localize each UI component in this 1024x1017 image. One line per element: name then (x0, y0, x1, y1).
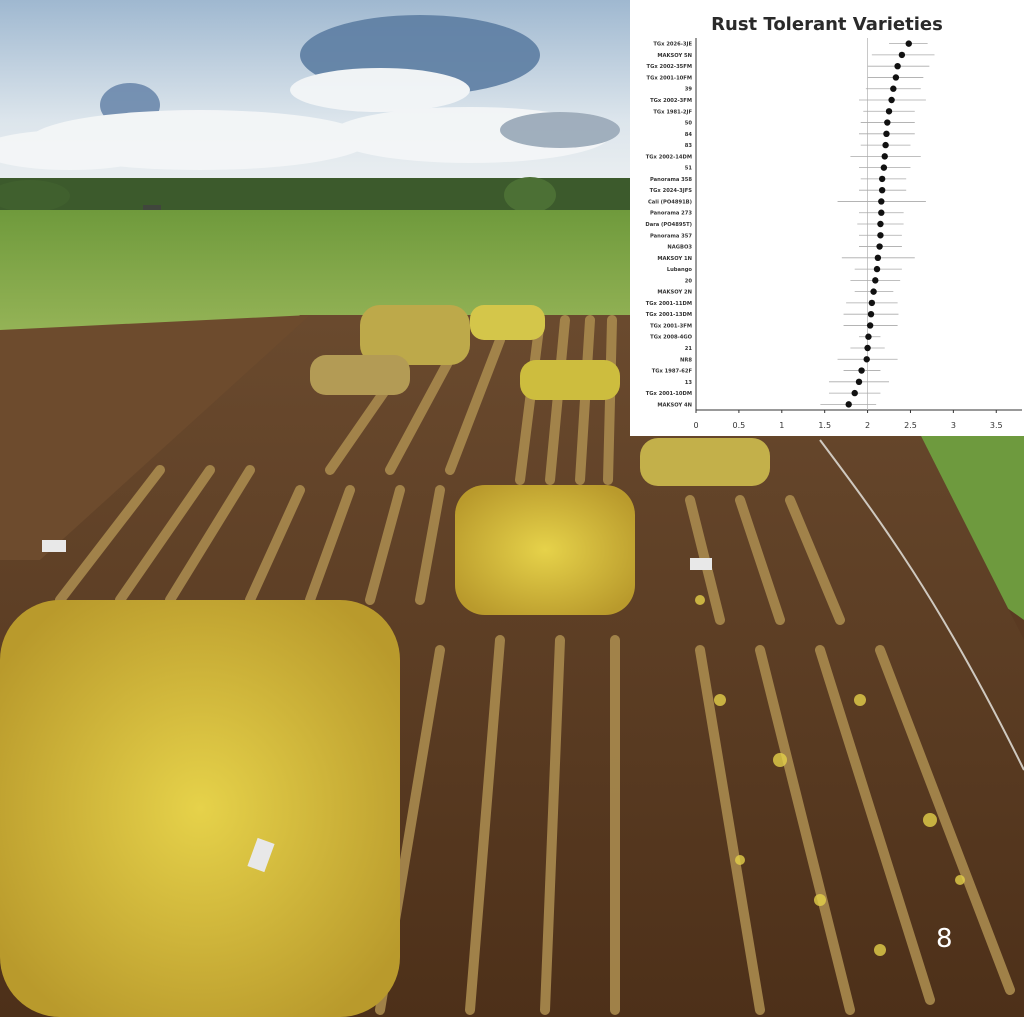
data-point (863, 356, 870, 363)
data-point (878, 175, 886, 183)
data-point (884, 119, 891, 126)
data-point (885, 108, 893, 115)
data-point (881, 153, 888, 160)
data-point (888, 96, 895, 104)
category-label: 50 (685, 121, 693, 127)
category-label: TGx 1981-2JF (653, 109, 692, 115)
clouds (0, 15, 620, 170)
data-point (855, 378, 863, 386)
data-point (878, 186, 886, 194)
chart-title: Rust Tolerant Varieties (711, 14, 943, 35)
page-number: 8 (936, 924, 953, 954)
data-point (867, 310, 875, 318)
category-label: TGx 1987-62F (652, 369, 693, 375)
x-tick-label: 0 (693, 421, 698, 430)
plot-labels (42, 540, 712, 873)
data-point (872, 277, 879, 284)
category-label: Panorama 357 (650, 233, 692, 239)
category-label: TGx 2001-13DM (646, 312, 692, 318)
category-label: 84 (685, 132, 693, 138)
category-label: TGx 2026-3JE (653, 42, 692, 48)
data-point (873, 265, 881, 273)
x-tick-label: 2 (865, 421, 870, 430)
category-label: MAKSOY 4N (657, 402, 692, 408)
data-point (858, 367, 865, 374)
category-label: 20 (685, 278, 693, 284)
data-point (905, 40, 912, 47)
data-point (845, 401, 852, 408)
category-label: TGx 2024-3JFS (650, 188, 693, 194)
data-point (874, 254, 882, 262)
category-label: 21 (685, 346, 693, 352)
category-label: 51 (685, 166, 693, 172)
chart-panel: 0 0.5 1 1.5 2 2.5 3 3.5 TGx 2026-3JE MAKSOY 5N TGx… (630, 0, 1024, 436)
data-point (878, 209, 885, 216)
x-tick-label: 0.5 (733, 421, 746, 430)
data-point (878, 198, 885, 205)
data-point (870, 288, 877, 295)
data-point (883, 130, 890, 138)
category-label: MAKSOY 2N (657, 290, 692, 296)
category-label: 13 (685, 380, 693, 386)
category-label: TGx 2002-3FM (650, 98, 692, 104)
data-point (851, 389, 858, 397)
x-tick-label: 1.5 (818, 421, 831, 430)
category-label: Dara (PO4895T) (645, 222, 692, 228)
data-point (877, 220, 884, 228)
data-point (880, 164, 888, 171)
x-tick-label: 3.5 (990, 421, 1003, 430)
data-point (876, 243, 883, 250)
category-label: Panorama 358 (650, 177, 692, 183)
category-label: TGx 2001-10DM (646, 391, 692, 397)
data-point (890, 85, 897, 92)
x-tick-label: 2.5 (904, 421, 917, 430)
category-label: TGx 2001-3FM (650, 323, 692, 329)
x-tick-label: 3 (951, 421, 956, 430)
irrigation-hose (819, 439, 1024, 771)
category-label: 39 (685, 87, 693, 93)
category-label: NAGBO3 (667, 245, 692, 251)
category-label: TGx 2002-35FM (647, 64, 692, 70)
data-point (898, 51, 906, 59)
data-point (894, 62, 901, 70)
data-point (868, 299, 876, 307)
category-label: TGx 2001-10FM (647, 75, 692, 81)
category-label: TGx 2008-4GO (650, 335, 692, 341)
category-label: TGx 2001-11DM (646, 301, 692, 307)
dot-plot: 0 0.5 1 1.5 2 2.5 3 3.5 TGx 2026-3JE MAKSOY 5N TGx… (645, 38, 1022, 430)
data-point (865, 333, 872, 340)
category-label: NR8 (680, 357, 692, 363)
category-label: TGx 2002-14DM (646, 154, 692, 160)
category-label: Cali (PO4891B) (648, 199, 692, 205)
data-point (877, 232, 884, 239)
category-label: MAKSOY 5N (657, 53, 692, 59)
data-point (892, 74, 900, 81)
data-point (864, 344, 871, 352)
category-label: 83 (685, 143, 693, 149)
category-label: Panorama 273 (650, 211, 692, 217)
data-point (866, 322, 874, 329)
yellow-plots (0, 305, 770, 1017)
data-point (882, 141, 889, 149)
category-label: MAKSOY 1N (657, 256, 692, 262)
category-label: Lubango (667, 267, 693, 273)
x-tick-label: 1 (779, 421, 784, 430)
